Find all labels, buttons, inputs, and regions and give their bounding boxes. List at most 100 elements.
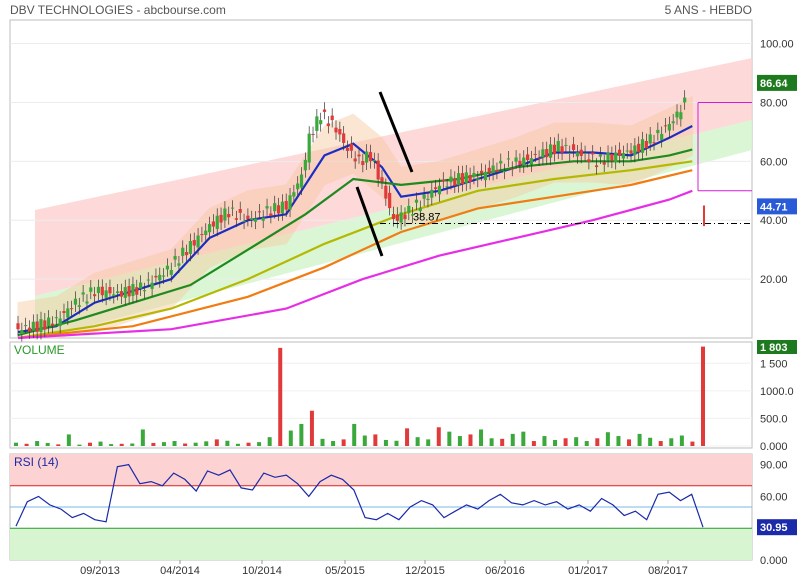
volume-bar <box>24 443 29 446</box>
candle-body <box>104 290 108 298</box>
volume-tick-label: 500.0 <box>760 413 788 425</box>
candle-body <box>502 171 507 173</box>
trendline <box>378 91 414 173</box>
candle-body <box>66 308 70 318</box>
candle-body <box>204 230 208 235</box>
volume-bar <box>98 441 103 446</box>
candle-body <box>480 170 484 174</box>
series-line-mm-150- <box>17 169 693 340</box>
series-line-mm-200- <box>17 189 693 340</box>
candle-body <box>591 152 595 155</box>
volume-bar <box>426 439 431 446</box>
volume-bar <box>246 442 251 446</box>
volume-bar <box>235 443 240 446</box>
candle-body <box>548 144 553 158</box>
candle-body <box>284 200 288 210</box>
candle-body <box>522 157 526 166</box>
candle-body <box>154 275 158 278</box>
candle-body <box>579 149 583 156</box>
candle-body <box>77 305 81 307</box>
price-tick-label: 60.00 <box>760 156 788 168</box>
volume-bar <box>648 437 653 446</box>
x-tick-label: 06/2016 <box>485 565 525 577</box>
candle-body <box>403 214 407 220</box>
volume-panel <box>9 341 753 449</box>
rsi-tick-label: 0.000 <box>760 555 788 567</box>
candle-body <box>54 317 58 319</box>
candle-body <box>368 152 373 162</box>
volume-bar <box>457 436 462 446</box>
candle-body <box>280 201 284 214</box>
volume-bar <box>447 431 452 446</box>
candle-body <box>135 287 139 295</box>
candle-body <box>299 174 304 188</box>
candle-body <box>146 279 150 281</box>
candle-body <box>395 214 399 221</box>
candle-body <box>73 298 78 305</box>
candle-body <box>675 111 679 118</box>
candle-body <box>296 183 300 190</box>
volume-bars <box>10 346 752 447</box>
volume-bar <box>14 442 18 446</box>
volume-bar <box>468 434 473 446</box>
candle-body <box>215 215 219 230</box>
candle-body <box>93 294 97 297</box>
volume-bar <box>669 438 674 446</box>
candle-body <box>158 274 162 281</box>
candle-body <box>564 144 568 146</box>
candle-body <box>142 290 147 292</box>
x-tick-label: 10/2014 <box>242 565 282 577</box>
candle-body <box>292 192 296 197</box>
volume-tick-label: 1000.0 <box>760 386 794 398</box>
candle-body <box>273 203 277 212</box>
volume-tick-label: 1 500 <box>760 358 788 370</box>
candle-body <box>177 263 181 266</box>
candle-body <box>598 154 602 157</box>
candle-body <box>188 240 193 254</box>
volume-bar <box>510 433 515 446</box>
volume-bar <box>595 438 600 446</box>
candle-body <box>127 285 131 297</box>
trendline <box>355 186 384 257</box>
price-tick-label: 20.00 <box>760 274 788 286</box>
candle-body <box>326 123 330 127</box>
candle-body <box>556 140 560 152</box>
volume-bar <box>436 427 441 446</box>
candle-body <box>338 129 342 135</box>
volume-bar <box>109 444 114 446</box>
last-price-badge <box>757 74 797 91</box>
candle-body <box>376 160 380 180</box>
candle-body <box>594 165 599 168</box>
candle-body <box>587 159 591 163</box>
candle-body <box>506 158 511 160</box>
candle-body <box>322 109 327 112</box>
candle-body <box>453 178 457 186</box>
candle-body <box>514 157 518 162</box>
volume-bar <box>66 434 71 446</box>
candle-body <box>533 153 537 155</box>
candle-body <box>81 292 85 295</box>
candle-body <box>679 112 683 120</box>
volume-bar <box>77 444 82 446</box>
volume-title: VOLUME <box>14 343 65 357</box>
candle-body <box>602 162 606 165</box>
candle-body <box>269 213 273 216</box>
candle-body <box>656 129 660 134</box>
candle-body <box>411 214 415 216</box>
candle-body <box>648 134 652 144</box>
candle-body <box>303 159 307 171</box>
volume-bar <box>56 444 61 446</box>
rsi-oversold-zone <box>10 528 752 560</box>
volume-bar <box>172 441 177 446</box>
candle-body <box>165 265 170 270</box>
volume-bar <box>637 433 642 446</box>
volume-bar <box>161 442 166 446</box>
volume-bar <box>352 423 357 446</box>
candle-body <box>246 215 250 220</box>
candle-body <box>85 301 89 304</box>
candle-body <box>487 167 491 173</box>
candle-body <box>196 235 200 248</box>
candle-body <box>617 149 622 156</box>
